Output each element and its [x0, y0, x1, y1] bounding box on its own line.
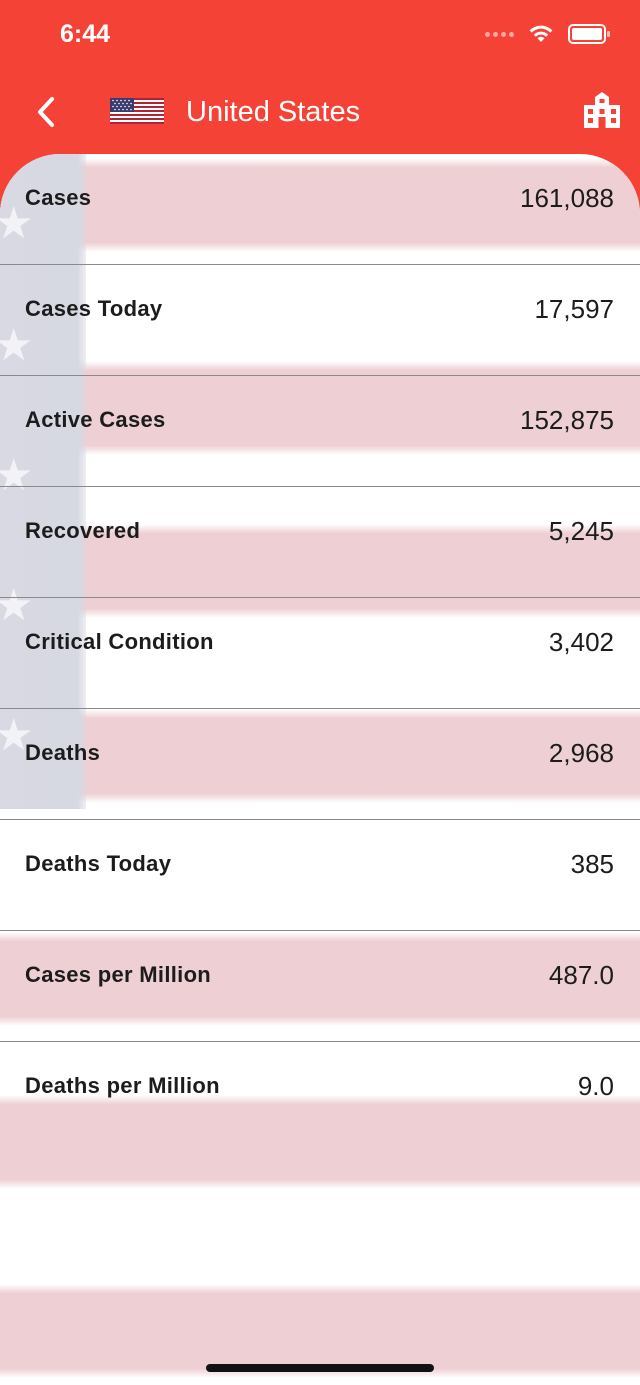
stat-value: 2,968: [548, 738, 614, 768]
stat-label: Active Cases: [25, 407, 166, 432]
stat-label: Cases: [25, 185, 92, 210]
home-indicator[interactable]: [206, 1364, 434, 1372]
stat-value: 152,875: [520, 405, 614, 435]
page-title: United States: [186, 96, 361, 128]
stat-row-cases-per-million: Cases per Million 487.0: [0, 931, 640, 1042]
stat-label: Cases Today: [25, 296, 163, 321]
nav-bar: United States: [0, 80, 640, 144]
stat-value: 5,245: [548, 516, 614, 546]
stat-row-recovered: Recovered 5,245: [0, 487, 640, 598]
stat-row-deaths-per-million: Deaths per Million 9.0: [0, 1042, 640, 1152]
back-button[interactable]: [26, 92, 66, 132]
stats-list[interactable]: Cases 161,088 Cases Today 17,597 Active …: [0, 154, 640, 1152]
building-icon: [584, 92, 620, 128]
stat-row-cases: Cases 161,088: [0, 154, 640, 265]
stat-row-active-cases: Active Cases 152,875: [0, 376, 640, 487]
stat-label: Deaths Today: [25, 851, 172, 876]
stats-panel[interactable]: ★ ★ ★ ★ ★ Cases 161,088 Cases Today 17,5…: [0, 154, 640, 1385]
signal-icon: [485, 31, 514, 37]
stat-value: 161,088: [520, 183, 614, 213]
wifi-icon: [529, 25, 553, 42]
us-flag-icon: [110, 98, 164, 124]
stat-value: 3,402: [548, 627, 614, 657]
battery-icon: [568, 24, 610, 44]
stat-label: Deaths per Million: [25, 1073, 220, 1098]
stat-label: Cases per Million: [25, 962, 212, 987]
back-chevron-icon: [38, 97, 54, 127]
stat-label: Deaths: [25, 740, 101, 765]
flag-background: ★ ★ ★ ★ ★: [0, 154, 640, 1385]
stat-row-critical: Critical Condition 3,402: [0, 598, 640, 709]
status-time: 6:44: [60, 20, 111, 48]
stat-value: 385: [570, 849, 614, 879]
stat-row-deaths: Deaths 2,968: [0, 709, 640, 820]
stat-row-deaths-today: Deaths Today 385: [0, 820, 640, 931]
stat-label: Recovered: [25, 518, 141, 543]
states-button[interactable]: [580, 88, 624, 132]
stat-value: 17,597: [534, 294, 614, 324]
stat-label: Critical Condition: [25, 629, 214, 654]
stat-row-cases-today: Cases Today 17,597: [0, 265, 640, 376]
status-bar: 6:44: [0, 0, 640, 70]
stat-value: 9.0: [577, 1071, 614, 1101]
status-icons: [485, 24, 610, 44]
stat-value: 487.0: [548, 960, 614, 990]
